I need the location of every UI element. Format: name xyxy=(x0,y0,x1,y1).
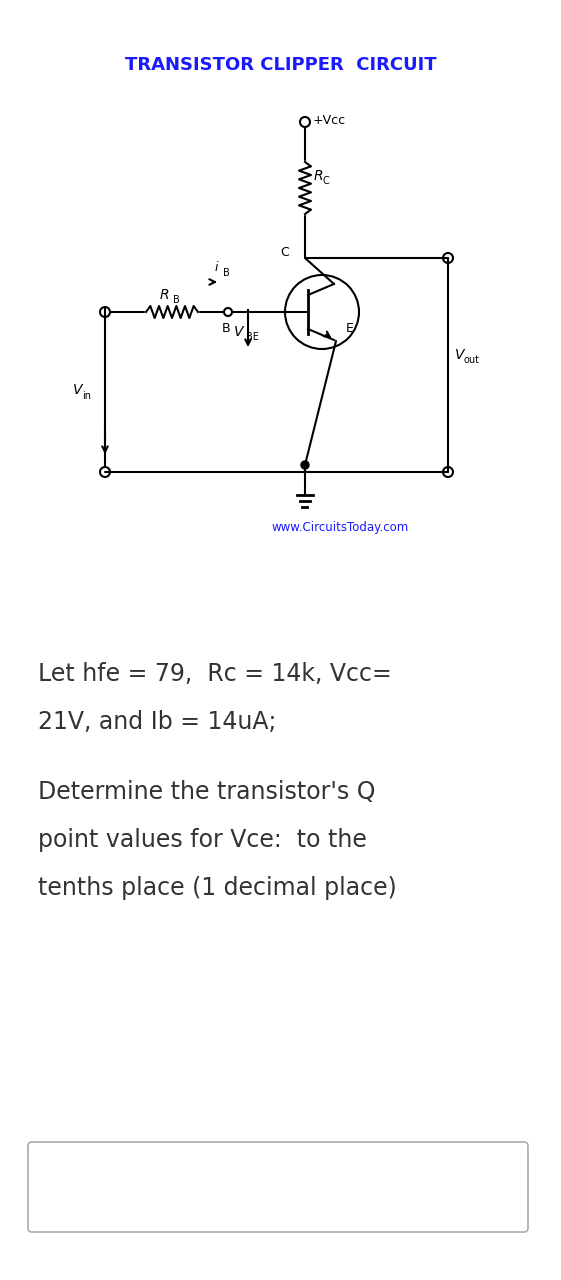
Text: tenths place (1 decimal place): tenths place (1 decimal place) xyxy=(38,876,397,900)
Text: B: B xyxy=(223,268,230,278)
Circle shape xyxy=(301,461,309,468)
Text: V: V xyxy=(233,325,243,339)
Text: V: V xyxy=(455,348,465,362)
Text: Determine the transistor's Q: Determine the transistor's Q xyxy=(38,780,375,804)
Text: +Vcc: +Vcc xyxy=(313,114,346,127)
Text: i: i xyxy=(215,261,218,274)
Text: BE: BE xyxy=(246,332,259,342)
Text: 21V, and Ib = 14uA;: 21V, and Ib = 14uA; xyxy=(38,710,277,733)
FancyBboxPatch shape xyxy=(28,1142,528,1231)
Text: B: B xyxy=(222,321,231,334)
Text: E: E xyxy=(346,323,354,335)
Text: R: R xyxy=(314,169,324,183)
Text: C: C xyxy=(280,246,289,259)
Text: C: C xyxy=(323,175,330,186)
Text: B: B xyxy=(173,294,180,305)
Text: out: out xyxy=(464,355,480,365)
Text: TRANSISTOR CLIPPER  CIRCUIT: TRANSISTOR CLIPPER CIRCUIT xyxy=(125,56,437,74)
Text: point values for Vce:  to the: point values for Vce: to the xyxy=(38,828,367,852)
Text: Let hfe = 79,  Rc = 14k, Vcc=: Let hfe = 79, Rc = 14k, Vcc= xyxy=(38,662,392,686)
Text: R: R xyxy=(159,288,169,302)
Text: in: in xyxy=(82,390,91,401)
Text: www.CircuitsToday.com: www.CircuitsToday.com xyxy=(272,521,408,535)
Text: V: V xyxy=(73,383,82,397)
